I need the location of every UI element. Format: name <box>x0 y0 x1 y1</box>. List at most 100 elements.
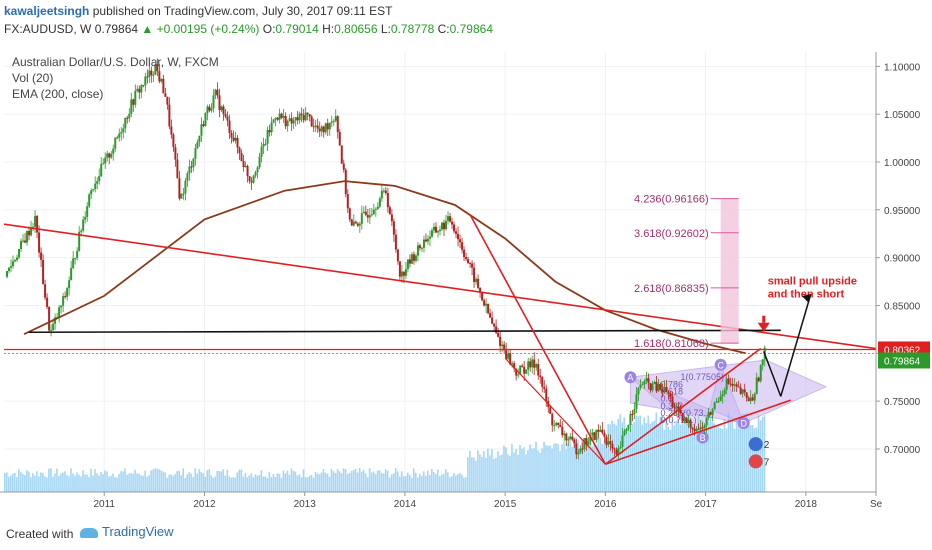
candle-body <box>495 326 498 333</box>
volume-bar <box>40 472 42 492</box>
volume-bar <box>745 412 748 492</box>
candle-body <box>10 266 13 268</box>
candle-body <box>523 366 526 374</box>
candle-body <box>8 267 11 272</box>
volume-bar <box>230 477 233 492</box>
candle-body <box>641 384 644 386</box>
volume-bar <box>559 450 561 492</box>
volume-bar <box>394 468 397 492</box>
volume-bar <box>641 424 644 492</box>
volume-bar <box>697 415 700 492</box>
candle-body <box>553 425 556 427</box>
annotation-line-1: small pull upside <box>768 275 857 287</box>
candle-body <box>517 374 520 376</box>
candle-body <box>535 364 538 368</box>
candle-body <box>683 417 686 422</box>
volume-bar <box>599 437 601 492</box>
volume-bar <box>521 448 523 492</box>
candle-body <box>613 448 616 450</box>
volume-bar <box>196 473 199 492</box>
candle-body <box>593 432 596 440</box>
candle-body <box>519 365 522 375</box>
volume-bar <box>102 473 104 492</box>
author-name[interactable]: kawaljeetsingh <box>4 4 90 18</box>
candle-body <box>509 353 512 365</box>
volume-bar <box>332 471 335 492</box>
volume-bars <box>4 412 766 492</box>
volume-bar <box>533 448 535 492</box>
candle-body <box>749 397 752 402</box>
candle-body <box>412 254 415 261</box>
volume-bar <box>200 472 203 492</box>
candle-body <box>693 428 696 431</box>
candle-body <box>274 117 277 120</box>
volume-bar <box>106 471 108 492</box>
volume-bar <box>400 471 403 492</box>
pattern-point-b <box>696 431 709 444</box>
volume-bar <box>48 468 50 492</box>
candle-body <box>334 116 337 121</box>
volume-bar <box>272 473 275 492</box>
candle-body <box>741 389 744 394</box>
fib-extension[interactable]: 4.236(0.96166) 3.618(0.92602) 2.618(0.8683… <box>634 194 739 350</box>
volume-bar <box>22 473 24 492</box>
retracement-label: 0.5 <box>660 394 673 404</box>
candle-body <box>136 88 139 91</box>
volume-bar <box>729 418 732 492</box>
volume-bar <box>623 417 626 492</box>
candle-body <box>348 208 351 220</box>
candle-body <box>725 378 728 390</box>
candle-body <box>677 406 680 410</box>
candle-body <box>663 387 666 393</box>
candle-body <box>451 221 454 225</box>
volume-bar <box>445 469 447 492</box>
tradingview-logo[interactable]: TradingView <box>80 524 174 539</box>
volume-bar <box>70 468 72 492</box>
volume-bar <box>575 436 577 492</box>
volume-bar <box>116 477 118 492</box>
volume-bar <box>398 476 401 492</box>
candle-body <box>404 269 407 276</box>
volume-bar <box>360 471 363 492</box>
volume-bar <box>515 449 517 492</box>
time-axis[interactable]: 2011 2012 2013 2014 2015 2016 2017 2018 Se <box>0 491 883 510</box>
volume-bar <box>258 475 261 492</box>
volume-bar <box>382 473 385 492</box>
volume-bar <box>513 452 515 492</box>
candle-body <box>607 441 610 445</box>
fib-level-label: 3.618(0.92602) <box>634 228 709 240</box>
volume-bar <box>695 429 698 492</box>
candle-body <box>286 120 289 127</box>
candle-body <box>222 106 225 115</box>
candle-body <box>90 190 93 195</box>
volume-bar <box>354 468 357 492</box>
volume-bar <box>76 472 78 492</box>
volume-bar <box>384 469 387 492</box>
volume-bar <box>88 477 90 492</box>
trend-lines[interactable] <box>3 214 877 466</box>
price-axis[interactable]: 1.10000 1.05000 1.00000 0.95000 0.90000 0.850… <box>875 52 930 492</box>
volume-bar <box>372 471 375 492</box>
volume-bar <box>675 421 678 492</box>
volume-bar <box>607 424 609 492</box>
volume-bar <box>38 476 40 492</box>
volume-bar <box>693 424 696 492</box>
volume-bar <box>44 476 46 492</box>
x-tick-label: 2011 <box>93 499 115 510</box>
volume-bar <box>222 469 225 492</box>
volume-bar <box>703 424 706 492</box>
volume-bar <box>98 475 100 492</box>
candle-body <box>657 383 660 392</box>
candle-body <box>420 247 423 249</box>
volume-bar <box>68 476 70 492</box>
volume-bar <box>489 455 491 492</box>
volume-bar <box>579 447 581 492</box>
volume-bar <box>725 428 728 492</box>
candle-body <box>310 116 313 127</box>
volume-bar <box>577 440 579 492</box>
price-chart[interactable]: ABCD1(0.77505)0.7860.6180.50.3820.236(0.… <box>0 52 932 522</box>
volume-bar <box>320 472 323 492</box>
volume-bar <box>757 415 760 492</box>
chart-legend: Australian Dollar/U.S. Dollar, W, FXCM V… <box>12 54 219 102</box>
volume-bar <box>252 477 255 492</box>
